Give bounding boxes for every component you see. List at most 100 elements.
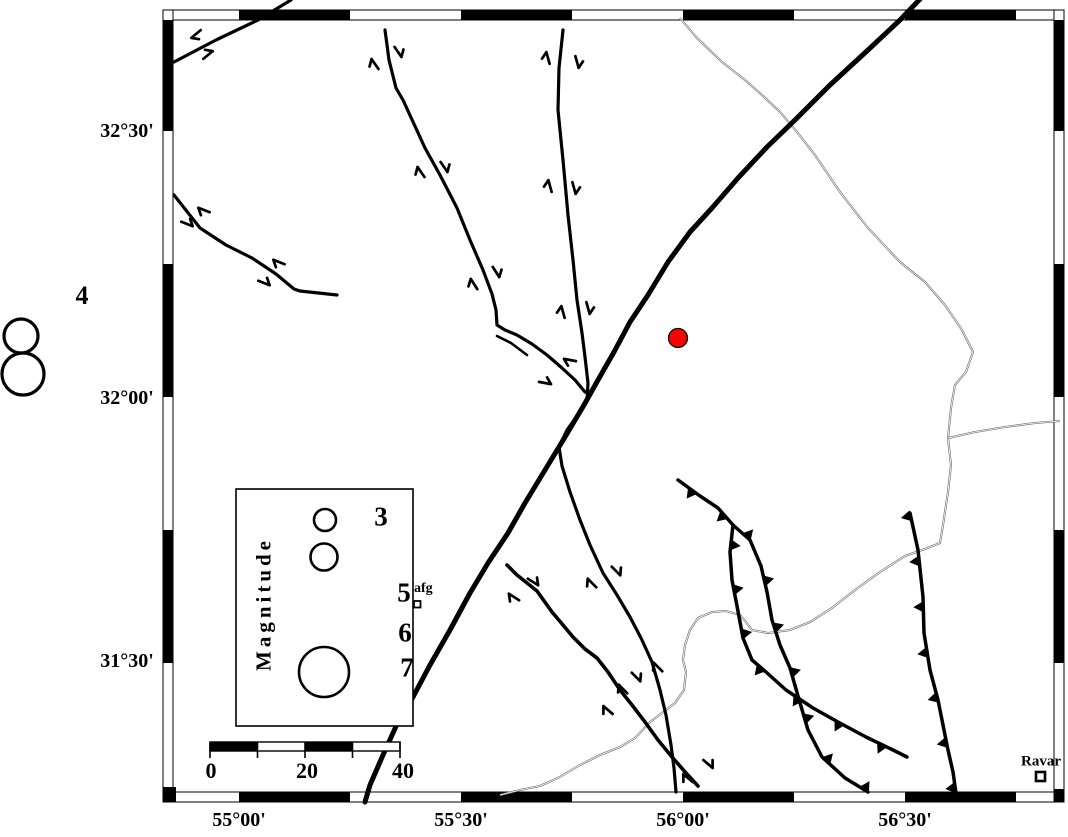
strike-slip-arrow (702, 758, 714, 770)
scalebar-label-40: 40 (392, 758, 414, 783)
thrust-tooth (834, 720, 845, 732)
thrust-tooth (917, 647, 929, 659)
strike-slip-arrow (491, 265, 503, 279)
legend-size-5: 5 (397, 577, 411, 608)
fault-d (556, 28, 678, 794)
strike-slip-arrow (271, 258, 287, 269)
strike-slip-arrow (651, 661, 664, 673)
river-main (499, 17, 975, 797)
thrust-tooth (716, 510, 728, 522)
fault-major (362, 0, 923, 805)
thrust-tooth (913, 601, 924, 613)
river-branch-east (947, 419, 1061, 440)
x-axis-label-55-30: 55°30' (434, 809, 488, 831)
strike-slip-arrow (540, 50, 551, 66)
strike-slip-arrow (526, 576, 540, 587)
fault-west (172, 193, 339, 297)
thrust-tooth (772, 622, 784, 633)
legend-size-6: 6 (398, 617, 412, 648)
thrust-tooth (730, 539, 741, 551)
strike-slip-arrow (682, 772, 694, 784)
thrust-east (908, 511, 958, 795)
legend-magnitude-circle (309, 542, 339, 572)
strike-slip-arrow (585, 577, 598, 589)
magnitude-legend-box (235, 488, 414, 727)
strike-slip-arrow (562, 357, 578, 367)
thrust-tooth (900, 510, 912, 522)
scalebar-black-segment (305, 742, 353, 751)
legend-size-7: 7 (400, 652, 414, 683)
thrust-tooth (936, 737, 948, 748)
strike-slip-arrow (542, 178, 553, 194)
faults-layer (172, 0, 923, 805)
thrust-tooth (822, 753, 833, 765)
x-axis-label-56-30: 56°30' (878, 809, 932, 831)
thrust-1-main (676, 478, 735, 527)
thrust-tooth (763, 575, 775, 587)
strike-slip-arrow (256, 276, 272, 287)
strike-slip-arrow (585, 300, 596, 316)
strike-slip-arrow (610, 565, 623, 577)
thrust-tooth (686, 487, 698, 499)
strike-slip-arrow (467, 277, 479, 291)
strike-slip-arrow (555, 304, 566, 320)
legend-title-magnitude: Magnitude (251, 536, 276, 672)
fault-e (505, 563, 700, 788)
strike-slip-arrow (368, 57, 380, 71)
scalebar-label-0: 0 (205, 758, 217, 783)
strike-slip-arrow (574, 54, 585, 70)
thrust-tooth (859, 781, 870, 793)
strike-slip-arrow (189, 28, 203, 41)
strike-slip-arrows-layer (179, 28, 714, 784)
thrust-faults-layer (676, 478, 958, 795)
margin-magnitude-4-label: 4 (75, 281, 89, 310)
legend-magnitude-circle (312, 507, 338, 533)
scalebar-layer (209, 741, 401, 758)
map-frame (162, 9, 1065, 803)
scalebar-black-segment (210, 742, 258, 751)
fault-b (383, 28, 587, 394)
thrust-tooth (877, 742, 887, 754)
thrust-east-branch (750, 658, 909, 759)
legend-layer (0, 317, 414, 727)
strike-slip-arrow (507, 592, 521, 603)
places-layer (413, 600, 1047, 783)
strike-slip-arrow (196, 206, 212, 217)
thrust-tooth (754, 664, 766, 676)
epicenter-layer (667, 327, 689, 349)
strike-slip-arrow (393, 45, 405, 59)
thrust-tooth (741, 628, 753, 640)
thrust-tooth (732, 584, 744, 595)
strike-slip-arrow (616, 683, 629, 695)
y-axis-label-32-30: 32°30' (100, 120, 154, 142)
thrust-tooth (742, 529, 754, 541)
strike-slip-arrow (630, 671, 643, 683)
place-label-ravar: Ravar (1021, 753, 1061, 770)
legend-magnitude-circle (297, 645, 351, 699)
fault-b-strand (495, 334, 529, 357)
y-axis-label-32-00: 32°00' (100, 387, 154, 409)
fault-nw-corner (172, 0, 293, 64)
strike-slip-arrow (201, 48, 215, 61)
thrust-tooth (803, 713, 815, 724)
y-axis-label-31-30: 31°30' (100, 650, 154, 672)
rivers-layer (499, 17, 1061, 797)
margin-magnitude-circle (2, 317, 40, 355)
ravar-marker (1034, 770, 1047, 783)
thrust-tooth (927, 692, 939, 703)
thrust-tooth (909, 555, 920, 567)
epicenter-dot (667, 327, 689, 349)
scalebar-label-20: 20 (296, 758, 318, 783)
strike-slip-arrow (602, 704, 614, 716)
legend-size-3: 3 (374, 501, 388, 532)
thrust-tooth (789, 667, 801, 678)
x-axis-label-55-00: 55°00' (212, 809, 266, 831)
strike-slip-arrow (537, 376, 553, 386)
place-label-bafq: afg (414, 581, 433, 596)
strike-slip-arrow (414, 165, 426, 179)
bafq-marker (413, 600, 422, 609)
x-axis-label-56-00: 56°00' (656, 809, 710, 831)
margin-magnitude-circle (0, 351, 46, 397)
